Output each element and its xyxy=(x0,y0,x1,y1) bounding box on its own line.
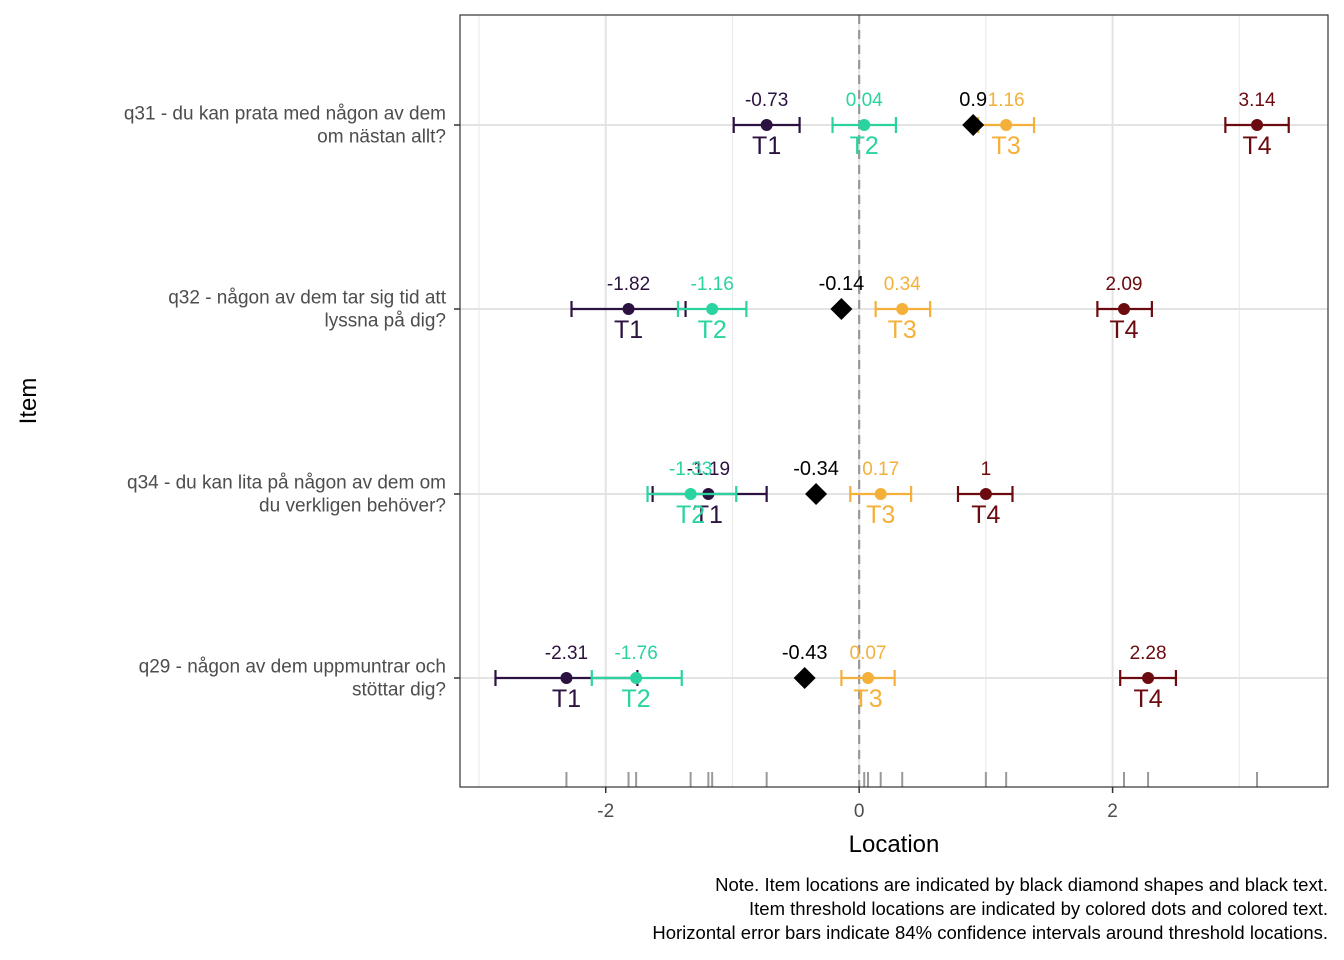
threshold-point-t4 xyxy=(1251,119,1264,131)
item-row-4: -2.31 T1 -1.76 T2 0.07 T3 2.28 T4 -0.43 xyxy=(494,642,1178,713)
y-tick-label: om nästan allt? xyxy=(317,127,446,148)
x-axis: -2 0 2 xyxy=(597,787,1118,822)
threshold-name-label: T1 xyxy=(694,501,723,529)
threshold-value-label: -1.76 xyxy=(614,643,657,664)
threshold-value-label: -1.33 xyxy=(669,459,712,480)
threshold-point-t4 xyxy=(979,488,992,500)
y-tick-label: stöttar dig? xyxy=(352,680,446,701)
item-location-diamond xyxy=(805,483,828,505)
threshold-value-label: 3.14 xyxy=(1239,90,1276,111)
threshold-point-t3 xyxy=(1000,119,1013,131)
y-tick-label: du verkligen behöver? xyxy=(259,496,446,517)
threshold-name-label: T1 xyxy=(752,132,781,160)
threshold-name-label: T2 xyxy=(698,316,727,344)
x-tick-label: 2 xyxy=(1107,801,1118,822)
threshold-point-t3 xyxy=(896,303,909,315)
threshold-value-label: -0.73 xyxy=(745,90,788,111)
threshold-point-t2 xyxy=(858,119,871,131)
x-axis-title: Location xyxy=(849,831,940,858)
y-tick-label: q34 - du kan lita på någon av dem om xyxy=(127,473,446,494)
threshold-value-label: 1.16 xyxy=(988,90,1025,111)
threshold-point-t1 xyxy=(760,119,773,131)
threshold-value-label: 0.34 xyxy=(884,274,921,295)
item-location-diamond xyxy=(793,667,816,689)
note-line: Item threshold locations are indicated b… xyxy=(749,898,1328,919)
y-tick-label: q29 - någon av dem uppmuntrar och xyxy=(139,657,446,678)
y-tick-label: q32 - någon av dem tar sig tid att xyxy=(168,288,446,309)
threshold-name-label: T3 xyxy=(866,501,895,529)
threshold-point-t2 xyxy=(630,672,643,684)
threshold-value-label: 0.07 xyxy=(850,643,887,664)
threshold-point-t2 xyxy=(706,303,719,315)
threshold-point-t4 xyxy=(1117,303,1130,315)
threshold-value-label: -1.16 xyxy=(691,274,734,295)
threshold-value-label: 0.17 xyxy=(862,459,899,480)
threshold-name-label: T2 xyxy=(622,685,651,713)
threshold-value-label: 2.28 xyxy=(1130,643,1167,664)
threshold-name-label: T1 xyxy=(552,685,581,713)
threshold-name-label: T3 xyxy=(992,132,1021,160)
panel-border xyxy=(459,14,1329,788)
y-axis-title: Item xyxy=(15,378,42,425)
threshold-name-label: T2 xyxy=(850,132,879,160)
item-row-1: -0.73 T1 0.04 T2 1.16 T3 3.14 T4 0.9 xyxy=(732,89,1290,160)
rug-layer xyxy=(565,772,1259,787)
item-row-2: -1.82 T1 -1.16 T2 0.34 T3 2.09 T4 -0.14 xyxy=(570,273,1153,344)
threshold-point-t1 xyxy=(622,303,635,315)
threshold-name-label: T4 xyxy=(971,501,1000,529)
note-line: Note. Item locations are indicated by bl… xyxy=(715,874,1328,895)
threshold-value-label: -1.82 xyxy=(607,274,650,295)
threshold-point-t4 xyxy=(1142,672,1155,684)
threshold-name-label: T4 xyxy=(1109,316,1138,344)
item-location-diamond xyxy=(962,114,985,136)
threshold-point-t3 xyxy=(862,672,875,684)
item-location-label: -0.14 xyxy=(819,273,865,295)
threshold-point-t1 xyxy=(560,672,573,684)
threshold-value-label: 1 xyxy=(981,459,992,480)
threshold-point-t2 xyxy=(684,488,697,500)
marks-layer: -0.73 T1 0.04 T2 1.16 T3 3.14 T4 0.9 -1.82 T1 -1.16… xyxy=(494,89,1290,713)
item-row-3: -1.19 T1 -1.33 T2 0.17 T3 1 T4 -0.34 xyxy=(646,458,1014,529)
threshold-name-label: T1 xyxy=(614,316,643,344)
item-location-diamond xyxy=(830,298,853,320)
y-tick-label: lyssna på dig? xyxy=(325,311,446,332)
y-tick-label: q31 - du kan prata med någon av dem xyxy=(124,104,446,125)
x-tick-label: 0 xyxy=(854,801,865,822)
threshold-name-label: T3 xyxy=(888,316,917,344)
item-location-label: -0.34 xyxy=(793,458,839,480)
threshold-name-label: T2 xyxy=(676,501,705,529)
threshold-value-label: 0.04 xyxy=(846,90,883,111)
threshold-value-label: -2.31 xyxy=(545,643,588,664)
threshold-value-label: -1.19 xyxy=(687,459,730,480)
item-location-label: -0.43 xyxy=(782,642,828,664)
item-location-label: 0.9 xyxy=(959,89,987,111)
threshold-point-t3 xyxy=(874,488,887,500)
x-tick-label: -2 xyxy=(597,801,614,822)
note: Note. Item locations are indicated by bl… xyxy=(652,874,1328,943)
threshold-name-label: T3 xyxy=(853,685,882,713)
threshold-value-label: 2.09 xyxy=(1105,274,1142,295)
note-line: Horizontal error bars indicate 84% confi… xyxy=(652,922,1328,943)
threshold-name-label: T4 xyxy=(1242,132,1271,160)
threshold-name-label: T4 xyxy=(1133,685,1162,713)
